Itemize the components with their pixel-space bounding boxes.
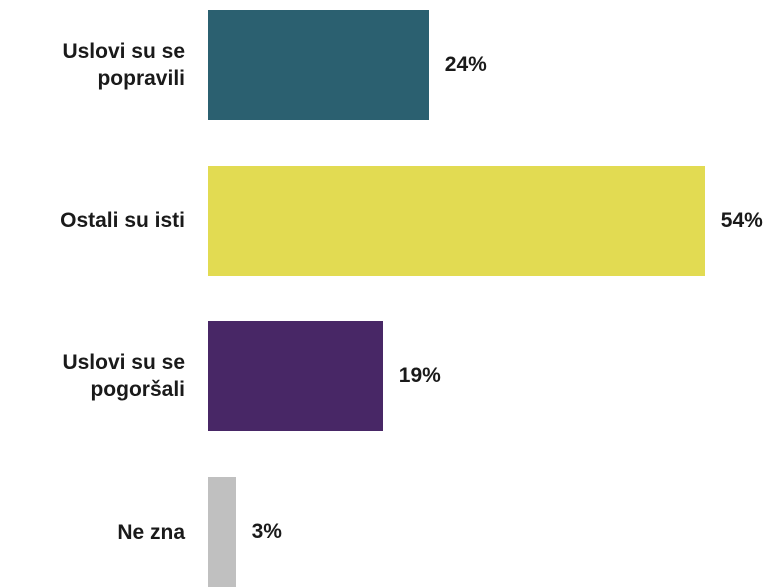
category-label: Ne zna [0, 477, 185, 587]
category-label: Ostali su isti [0, 166, 185, 276]
value-label: 3% [251, 520, 282, 544]
category-label: Uslovi su se popravili [0, 10, 185, 120]
value-label: 24% [444, 53, 487, 76]
category-label: Uslovi su se pogoršali [0, 321, 185, 431]
bar [208, 165, 705, 276]
category-text: Ne zna [117, 520, 185, 544]
category-text: Uslovi su se pogoršali [62, 351, 185, 402]
bar [208, 10, 429, 120]
bar [208, 321, 383, 432]
value-label: 19% [398, 364, 441, 388]
bar [208, 477, 236, 587]
category-text: Ostali su isti [60, 209, 185, 233]
value-label: 54% [720, 208, 763, 232]
category-text: Uslovi su se popravili [62, 40, 185, 90]
